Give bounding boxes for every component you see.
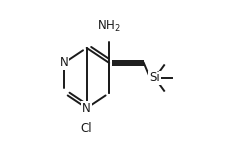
Text: Cl: Cl (81, 122, 92, 135)
Text: NH$_2$: NH$_2$ (97, 19, 121, 34)
Text: N: N (60, 56, 68, 69)
Text: N: N (82, 102, 91, 115)
Text: Si: Si (149, 71, 160, 85)
